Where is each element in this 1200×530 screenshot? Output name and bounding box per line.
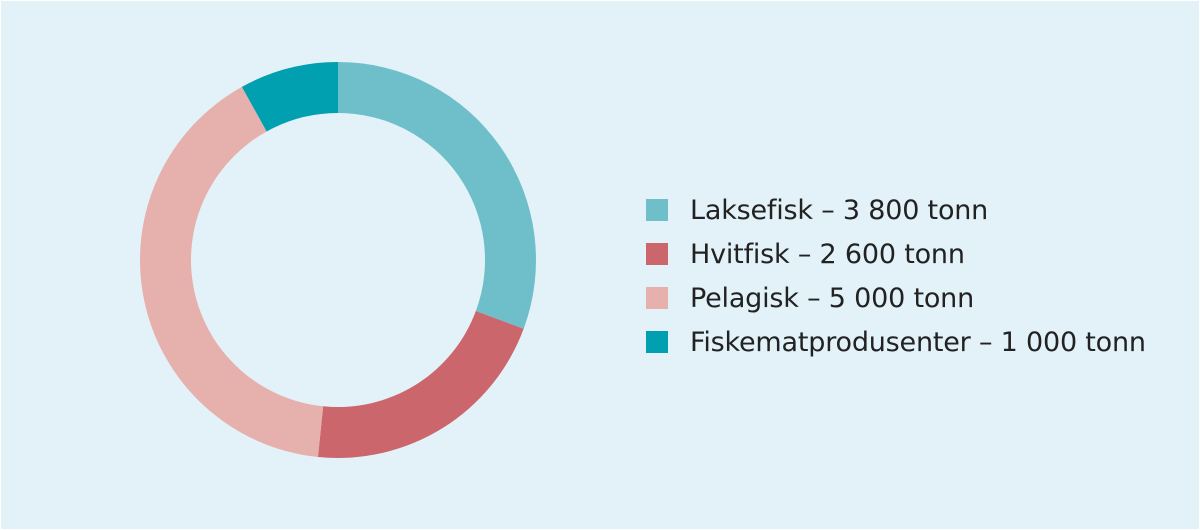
donut-slice-hvitfisk bbox=[317, 311, 524, 458]
donut-slice-fiskematprodusenter bbox=[241, 62, 338, 132]
legend-swatch-hvitfisk bbox=[646, 243, 668, 265]
donut-slice-pelagisk bbox=[140, 86, 324, 457]
legend: Laksefisk – 3 800 tonn Hvitfisk – 2 600 … bbox=[646, 188, 1146, 364]
legend-label-hvitfisk: Hvitfisk – 2 600 tonn bbox=[690, 238, 965, 270]
legend-swatch-pelagisk bbox=[646, 287, 668, 309]
donut-slice-laksefisk bbox=[338, 62, 536, 329]
legend-item-hvitfisk: Hvitfisk – 2 600 tonn bbox=[646, 232, 1146, 276]
legend-item-fiskematprodusenter: Fiskematprodusenter – 1 000 tonn bbox=[646, 320, 1146, 364]
legend-swatch-fiskematprodusenter bbox=[646, 331, 668, 353]
legend-item-pelagisk: Pelagisk – 5 000 tonn bbox=[646, 276, 1146, 320]
legend-label-fiskematprodusenter: Fiskematprodusenter – 1 000 tonn bbox=[690, 326, 1146, 358]
legend-label-laksefisk: Laksefisk – 3 800 tonn bbox=[690, 194, 989, 226]
legend-label-pelagisk: Pelagisk – 5 000 tonn bbox=[690, 282, 974, 314]
legend-item-laksefisk: Laksefisk – 3 800 tonn bbox=[646, 188, 1146, 232]
legend-swatch-laksefisk bbox=[646, 199, 668, 221]
donut-chart bbox=[140, 62, 536, 458]
